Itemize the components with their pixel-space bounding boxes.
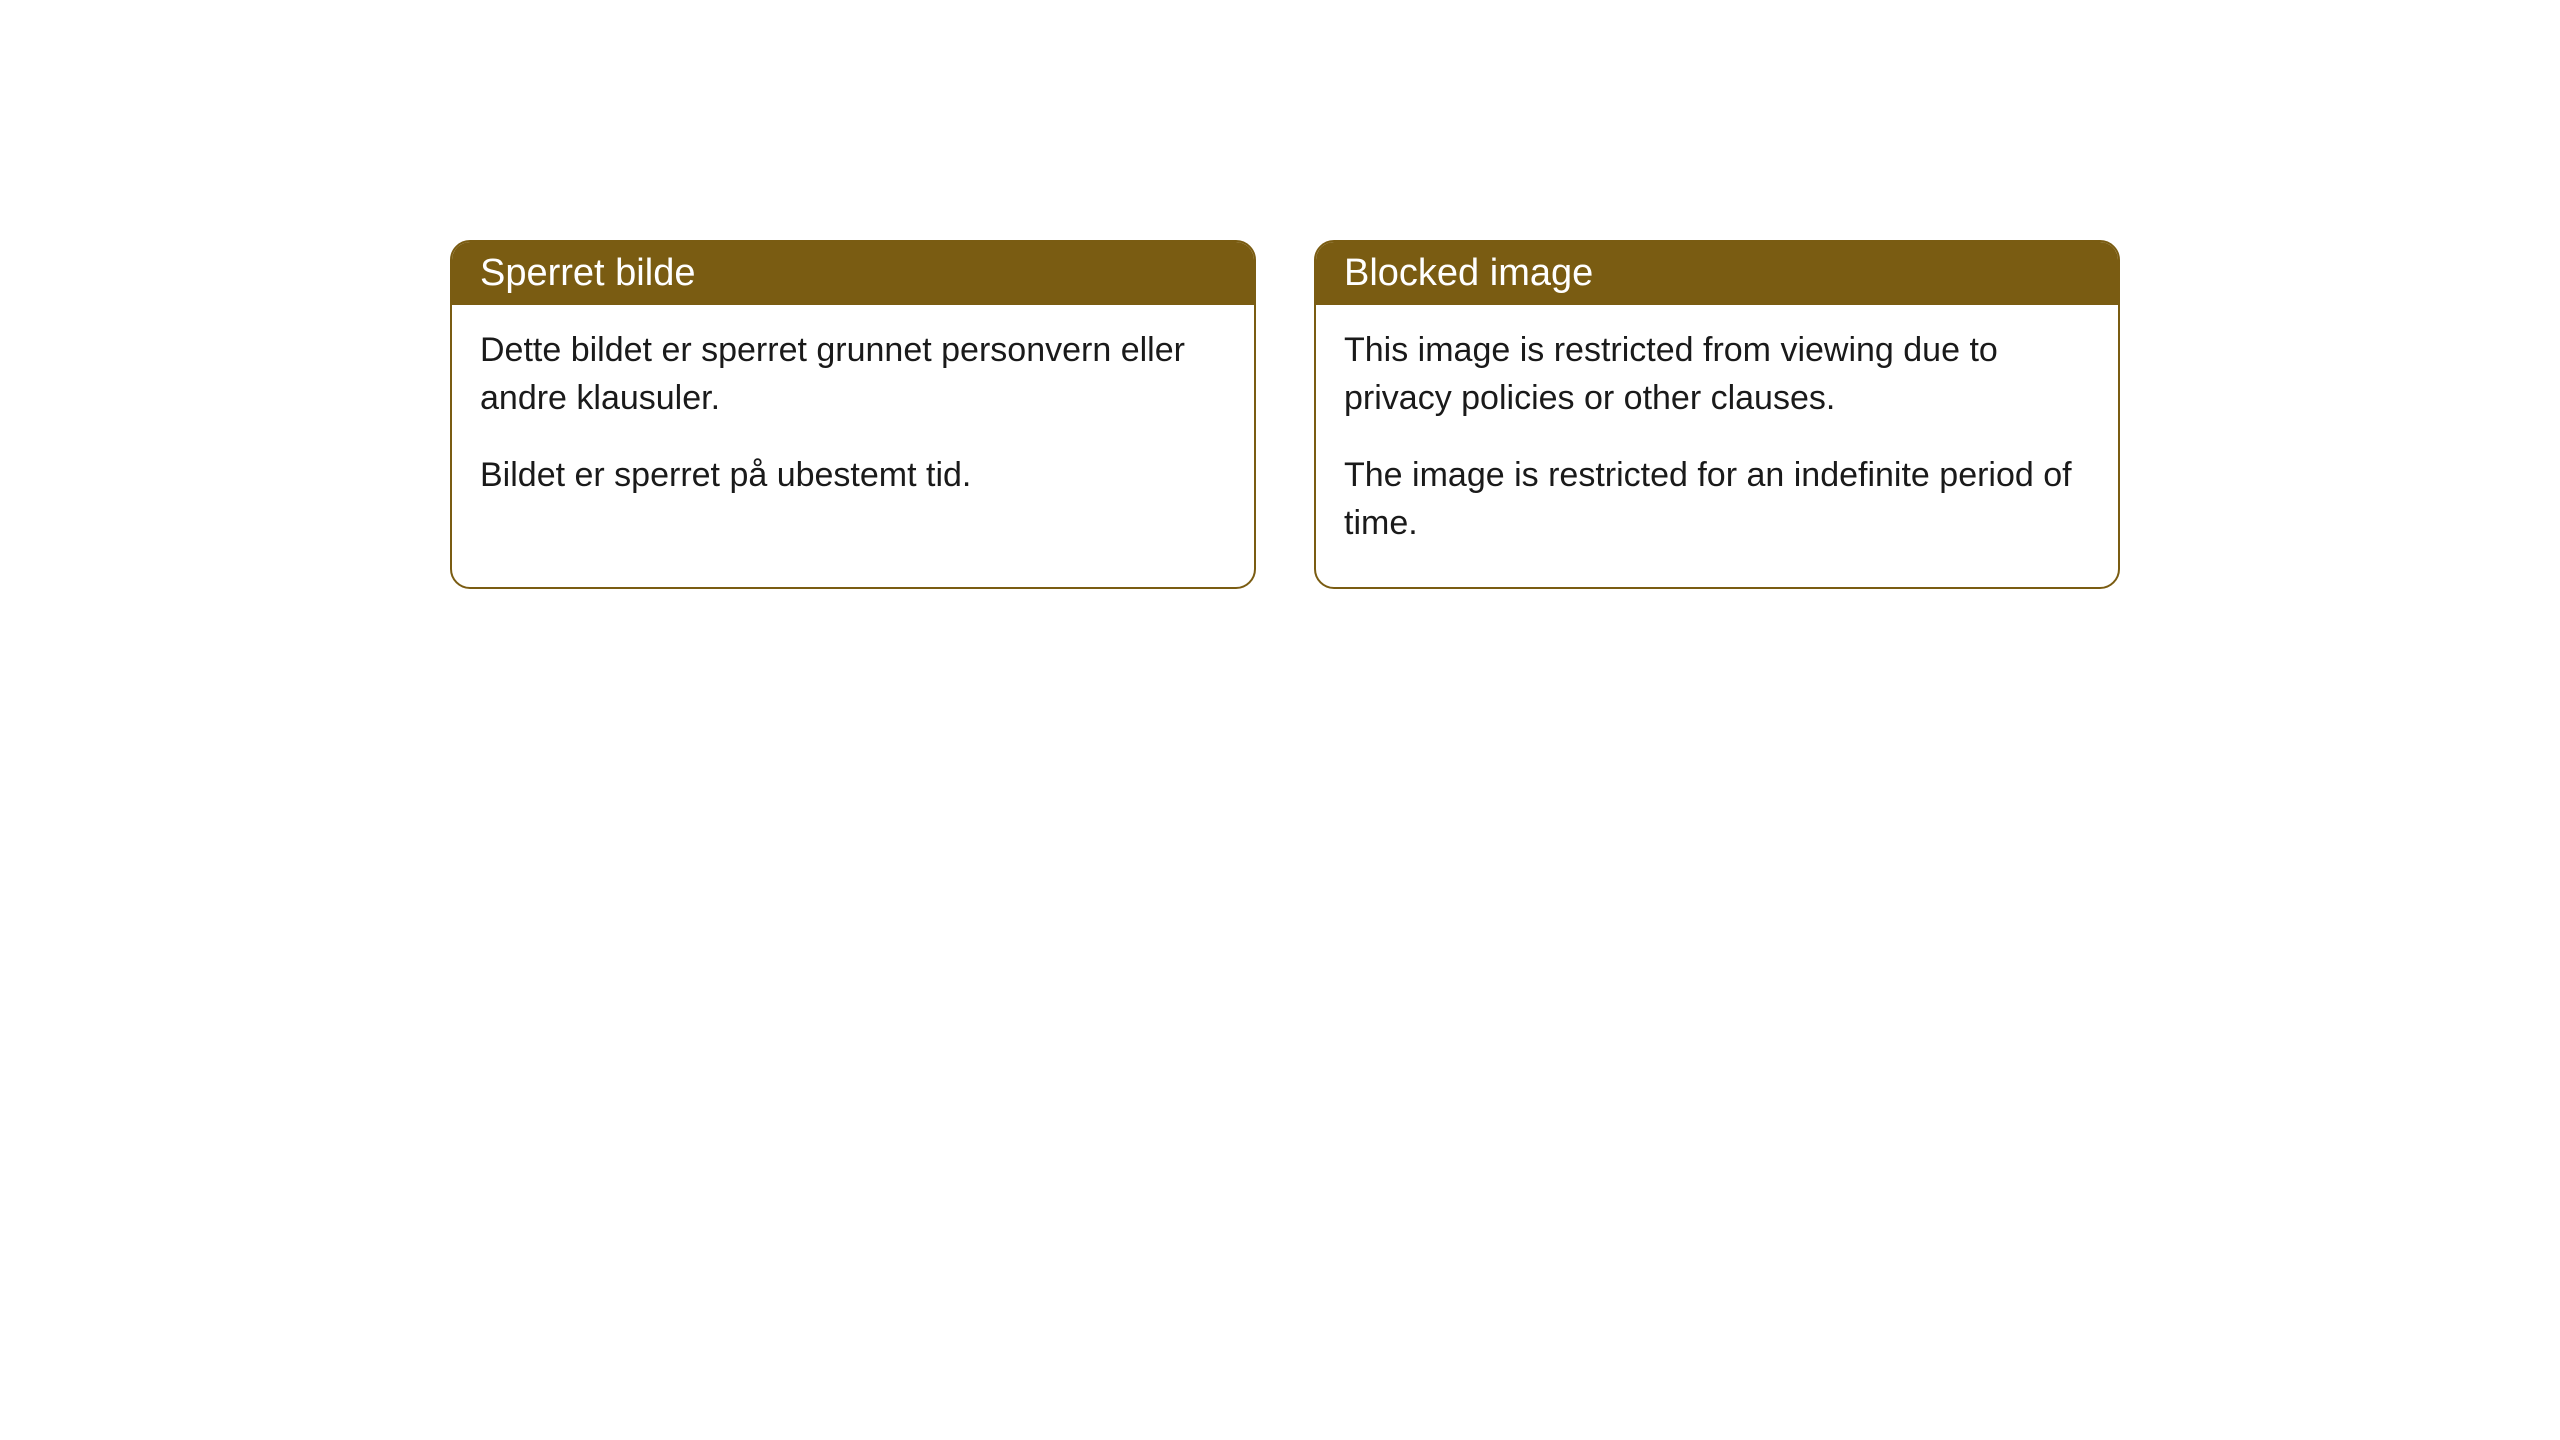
card-body: Dette bildet er sperret grunnet personve… xyxy=(452,305,1254,540)
card-paragraph: Dette bildet er sperret grunnet personve… xyxy=(480,327,1226,422)
card-title: Blocked image xyxy=(1344,252,1593,294)
card-paragraph: This image is restricted from viewing du… xyxy=(1344,327,2090,422)
notice-card-english: Blocked image This image is restricted f… xyxy=(1314,240,2120,589)
card-paragraph: The image is restricted for an indefinit… xyxy=(1344,452,2090,547)
notice-cards-container: Sperret bilde Dette bildet er sperret gr… xyxy=(0,0,2560,589)
notice-card-norwegian: Sperret bilde Dette bildet er sperret gr… xyxy=(450,240,1256,589)
card-title: Sperret bilde xyxy=(480,252,695,294)
card-header: Blocked image xyxy=(1316,242,2118,305)
card-paragraph: Bildet er sperret på ubestemt tid. xyxy=(480,452,1226,500)
card-header: Sperret bilde xyxy=(452,242,1254,305)
card-body: This image is restricted from viewing du… xyxy=(1316,305,2118,587)
